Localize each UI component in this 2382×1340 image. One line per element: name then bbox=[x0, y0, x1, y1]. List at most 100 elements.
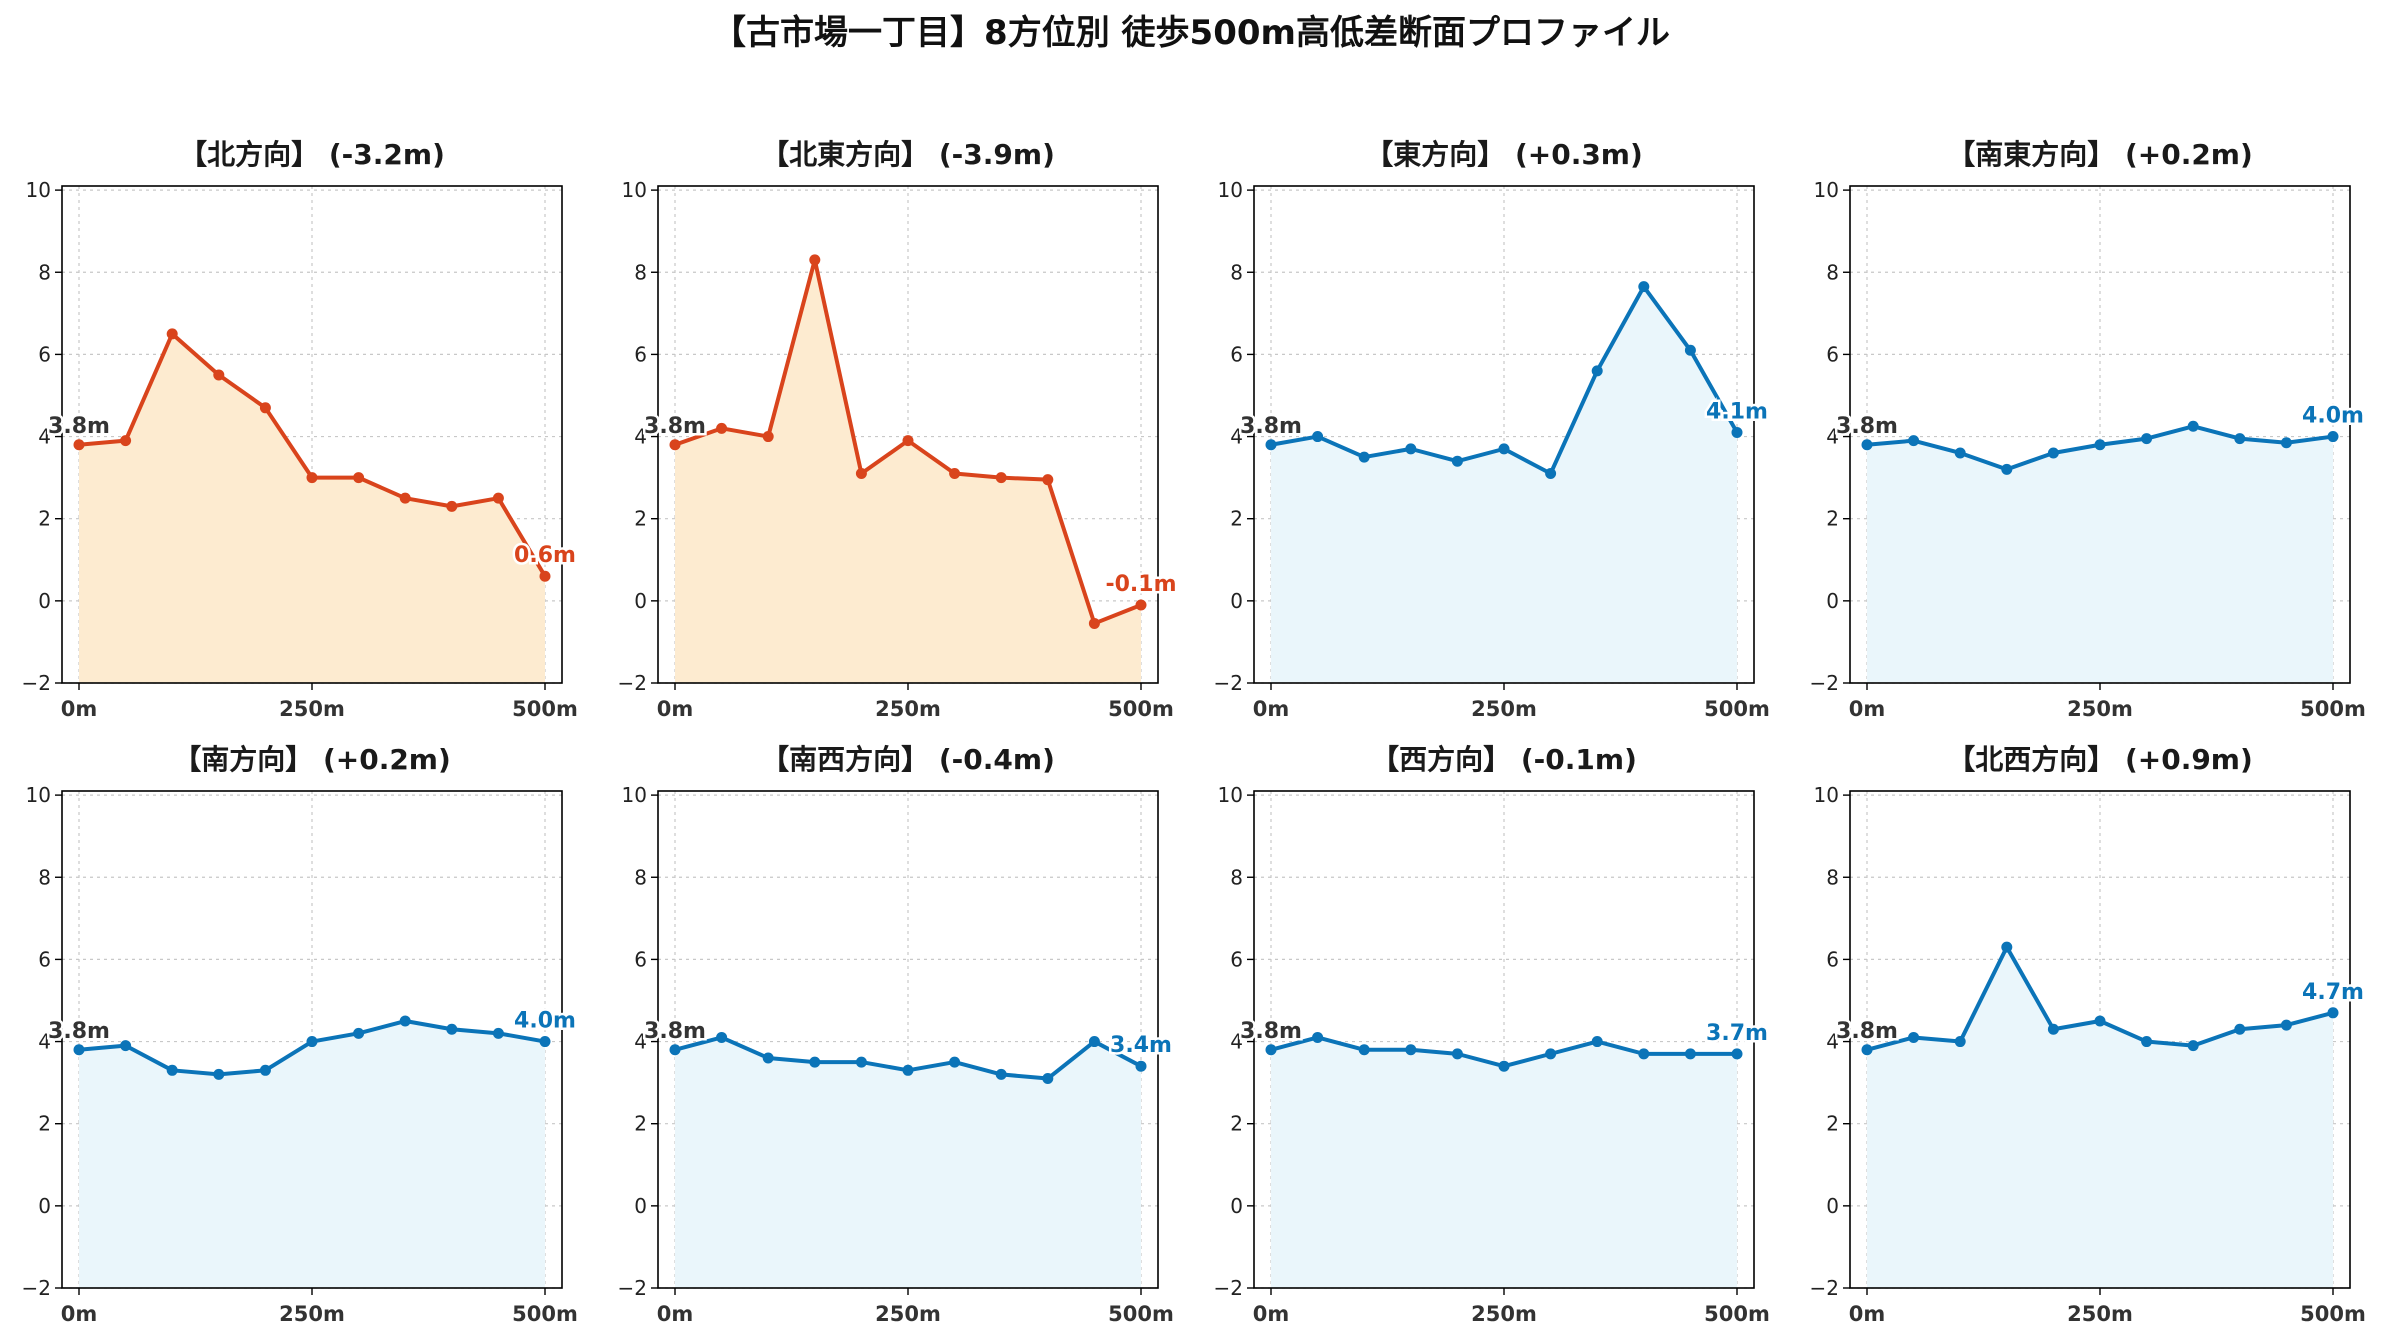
x-tick-label: 250m bbox=[279, 1302, 345, 1326]
data-point bbox=[1312, 431, 1324, 443]
panel-4: 【南東方向】 (+0.2m) −2 0 2 4 6 8 10 0m 250m 500m 3.8m 4.0… bbox=[1810, 138, 2367, 721]
data-point bbox=[1451, 455, 1463, 467]
x-tick-label: 500m bbox=[2300, 1302, 2366, 1326]
data-point bbox=[539, 570, 551, 582]
y-tick-label: 4 bbox=[1826, 425, 1839, 449]
data-point bbox=[492, 1027, 504, 1039]
data-point bbox=[809, 254, 821, 266]
start-elevation-label: 3.8m bbox=[1240, 1019, 1302, 1044]
end-elevation-label: 4.0m bbox=[514, 1009, 576, 1034]
data-point bbox=[1088, 617, 1100, 629]
panel-5: 【南方向】 (+0.2m) −2 0 2 4 6 8 10 0m 250m 500m 3.8m 4.0m bbox=[22, 743, 579, 1326]
x-tick-label: 0m bbox=[1849, 1302, 1886, 1326]
y-tick-label: 4 bbox=[634, 1030, 647, 1054]
data-point bbox=[1731, 1048, 1743, 1060]
data-point bbox=[2234, 1023, 2246, 1035]
data-point bbox=[902, 435, 914, 447]
data-point bbox=[669, 439, 681, 451]
y-tick-label: 10 bbox=[622, 783, 647, 807]
x-tick-label: 500m bbox=[1704, 1302, 1770, 1326]
data-point bbox=[1042, 474, 1054, 486]
y-tick-label: 6 bbox=[1230, 342, 1243, 366]
panel-7: 【西方向】 (-0.1m) −2 0 2 4 6 8 10 0m 250m 500m 3.8m 3.7m bbox=[1214, 743, 1771, 1326]
y-tick-label: 2 bbox=[1826, 507, 1839, 531]
elevation-area bbox=[1867, 947, 2333, 1288]
start-elevation-label: 3.8m bbox=[644, 414, 706, 439]
x-tick-label: 500m bbox=[2300, 697, 2366, 721]
x-tick-label: 250m bbox=[875, 697, 941, 721]
data-point bbox=[1135, 599, 1147, 611]
y-tick-label: 0 bbox=[1826, 589, 1839, 613]
y-tick-label: 8 bbox=[1230, 865, 1243, 889]
y-tick-label: −2 bbox=[618, 671, 647, 695]
y-tick-label: 0 bbox=[1230, 1194, 1243, 1218]
data-point bbox=[1638, 1048, 1650, 1060]
y-tick-label: 6 bbox=[634, 342, 647, 366]
y-tick-label: 10 bbox=[1218, 178, 1243, 202]
end-elevation-label: -0.1m bbox=[1105, 572, 1176, 597]
end-elevation-label: 3.7m bbox=[1706, 1021, 1768, 1046]
y-tick-label: 6 bbox=[634, 947, 647, 971]
panel-3: 【東方向】 (+0.3m) −2 0 2 4 6 8 10 0m 250m 500m 3.8m 4.1m bbox=[1214, 138, 1771, 721]
data-point bbox=[2094, 439, 2106, 451]
y-tick-label: 2 bbox=[634, 1112, 647, 1136]
y-tick-label: −2 bbox=[1810, 1276, 1839, 1300]
data-point bbox=[1405, 443, 1417, 455]
data-point bbox=[1405, 1044, 1417, 1056]
y-tick-label: 8 bbox=[38, 865, 51, 889]
elevation-area bbox=[1271, 286, 1737, 683]
data-point bbox=[2187, 1040, 2199, 1052]
start-elevation-label: 3.8m bbox=[1240, 414, 1302, 439]
data-point bbox=[120, 1040, 132, 1052]
data-point bbox=[1731, 426, 1743, 438]
x-tick-label: 500m bbox=[1108, 697, 1174, 721]
data-point bbox=[259, 1064, 271, 1076]
x-tick-label: 500m bbox=[1704, 697, 1770, 721]
data-point bbox=[1265, 439, 1277, 451]
y-tick-label: 0 bbox=[1826, 1194, 1839, 1218]
elevation-area bbox=[79, 1021, 545, 1288]
data-point bbox=[213, 369, 225, 381]
data-point bbox=[1358, 451, 1370, 463]
y-tick-label: 2 bbox=[634, 507, 647, 531]
data-point bbox=[1135, 1060, 1147, 1072]
panel-title: 【北西方向】 (+0.9m) bbox=[1947, 743, 2253, 776]
x-tick-label: 250m bbox=[279, 697, 345, 721]
x-tick-label: 0m bbox=[61, 697, 98, 721]
panel-title: 【南西方向】 (-0.4m) bbox=[761, 743, 1055, 776]
data-point bbox=[1684, 344, 1696, 356]
data-point bbox=[1954, 447, 1966, 459]
end-elevation-label: 0.6m bbox=[514, 543, 576, 568]
start-elevation-label: 3.8m bbox=[48, 1019, 110, 1044]
y-tick-label: 8 bbox=[1826, 865, 1839, 889]
data-point bbox=[949, 1056, 961, 1068]
data-point bbox=[716, 1031, 728, 1043]
y-tick-label: 4 bbox=[38, 1030, 51, 1054]
figure-title: 【古市場一丁目】8方位別 徒歩500m高低差断面プロファイル bbox=[712, 13, 1670, 53]
data-point bbox=[2327, 1007, 2339, 1019]
y-tick-label: 10 bbox=[622, 178, 647, 202]
data-point bbox=[120, 435, 132, 447]
y-tick-label: 0 bbox=[38, 1194, 51, 1218]
y-tick-label: 4 bbox=[1230, 1030, 1243, 1054]
data-point bbox=[2047, 447, 2059, 459]
x-tick-label: 250m bbox=[1471, 1302, 1537, 1326]
data-point bbox=[1591, 1036, 1603, 1048]
data-point bbox=[855, 468, 867, 480]
data-point bbox=[995, 472, 1007, 484]
data-point bbox=[1908, 1031, 1920, 1043]
y-tick-label: 6 bbox=[38, 342, 51, 366]
x-tick-label: 250m bbox=[1471, 697, 1537, 721]
start-elevation-label: 3.8m bbox=[1836, 1019, 1898, 1044]
panel-title: 【南方向】 (+0.2m) bbox=[173, 743, 451, 776]
data-point bbox=[809, 1056, 821, 1068]
y-tick-label: 8 bbox=[1826, 260, 1839, 284]
y-tick-label: 6 bbox=[1826, 947, 1839, 971]
panel-title: 【東方向】 (+0.3m) bbox=[1365, 138, 1643, 171]
data-point bbox=[762, 1052, 774, 1064]
data-point bbox=[1498, 443, 1510, 455]
data-point bbox=[1545, 468, 1557, 480]
y-tick-label: 8 bbox=[1230, 260, 1243, 284]
data-point bbox=[1954, 1036, 1966, 1048]
